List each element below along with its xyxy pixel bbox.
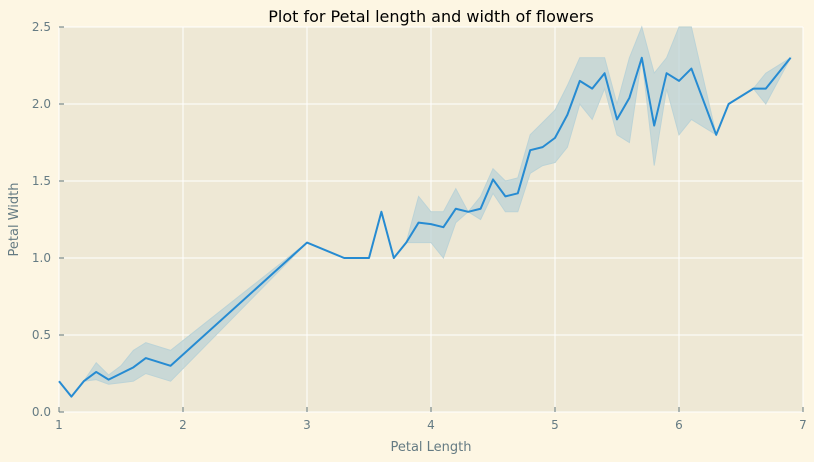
data-point: [95, 371, 97, 373]
data-point: [628, 97, 630, 99]
data-point: [604, 72, 606, 74]
data-point: [70, 396, 72, 398]
data-point: [566, 114, 568, 116]
x-tick-label: 3: [303, 418, 311, 432]
data-point: [690, 68, 692, 70]
y-axis-label: Petal Width: [7, 183, 22, 257]
x-tick-label: 7: [799, 418, 807, 432]
x-tick-label: 6: [675, 418, 683, 432]
data-point: [368, 257, 370, 259]
data-point: [752, 88, 754, 90]
y-tick-label: 2.0: [32, 97, 51, 111]
x-tick-label: 4: [427, 418, 435, 432]
x-tick-label: 5: [551, 418, 559, 432]
data-point: [306, 242, 308, 244]
y-tick-label: 1.0: [32, 251, 51, 265]
data-point: [455, 208, 457, 210]
data-point: [728, 103, 730, 105]
data-point: [418, 222, 420, 224]
x-axis-label: Petal Length: [390, 440, 471, 455]
y-tick-label: 1.5: [32, 174, 51, 188]
data-point: [641, 57, 643, 59]
x-axis-ticks: 1 2 3 4 5 6 7: [55, 407, 807, 432]
data-point: [678, 80, 680, 82]
data-point: [504, 195, 506, 197]
data-point: [170, 365, 172, 367]
data-point: [529, 149, 531, 151]
data-point: [83, 380, 85, 382]
data-point: [542, 146, 544, 148]
series-line: [58, 56, 792, 398]
data-point: [132, 366, 134, 368]
chart-title: Plot for Petal length and width of flowe…: [268, 7, 594, 26]
y-tick-label: 0.0: [32, 405, 51, 419]
data-point: [666, 72, 668, 74]
data-point: [480, 208, 482, 210]
x-tick-label: 1: [55, 418, 63, 432]
data-point: [616, 118, 618, 120]
data-point: [467, 211, 469, 213]
data-point: [442, 226, 444, 228]
data-point: [58, 380, 60, 382]
y-axis-ticks: 0.0 0.5 1.0 1.5 2.0 2.5: [32, 20, 64, 419]
y-tick-label: 2.5: [32, 20, 51, 34]
data-point: [653, 125, 655, 127]
y-tick-label: 0.5: [32, 328, 51, 342]
data-point: [108, 379, 110, 381]
data-point: [343, 257, 345, 259]
data-point: [579, 80, 581, 82]
x-tick-label: 2: [179, 418, 187, 432]
data-point: [715, 134, 717, 136]
data-point: [120, 373, 122, 375]
data-point: [591, 88, 593, 90]
data-point: [380, 211, 382, 213]
data-point: [405, 242, 407, 244]
data-point: [790, 57, 792, 59]
data-point: [492, 178, 494, 180]
data-point: [145, 357, 147, 359]
data-point: [765, 88, 767, 90]
data-point: [517, 192, 519, 194]
data-point: [554, 137, 556, 139]
data-point: [430, 223, 432, 225]
data-point: [393, 257, 395, 259]
